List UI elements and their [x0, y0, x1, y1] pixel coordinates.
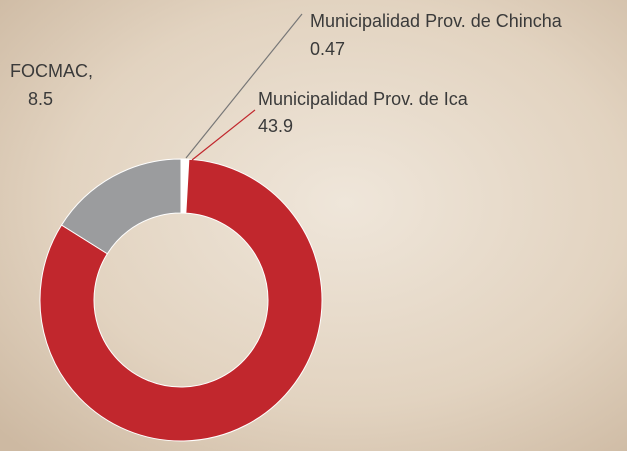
value-label: 0.47 [310, 39, 345, 59]
slice-label: Municipalidad Prov. de Chincha [310, 11, 563, 31]
chart: Municipalidad Prov. de Chincha 0.47 Munici… [0, 0, 627, 451]
slice-label: FOCMAC, [10, 61, 93, 81]
slice-label: Municipalidad Prov. de Ica [258, 89, 469, 109]
value-label: 43.9 [258, 116, 293, 136]
value-label: 8.5 [28, 89, 53, 109]
